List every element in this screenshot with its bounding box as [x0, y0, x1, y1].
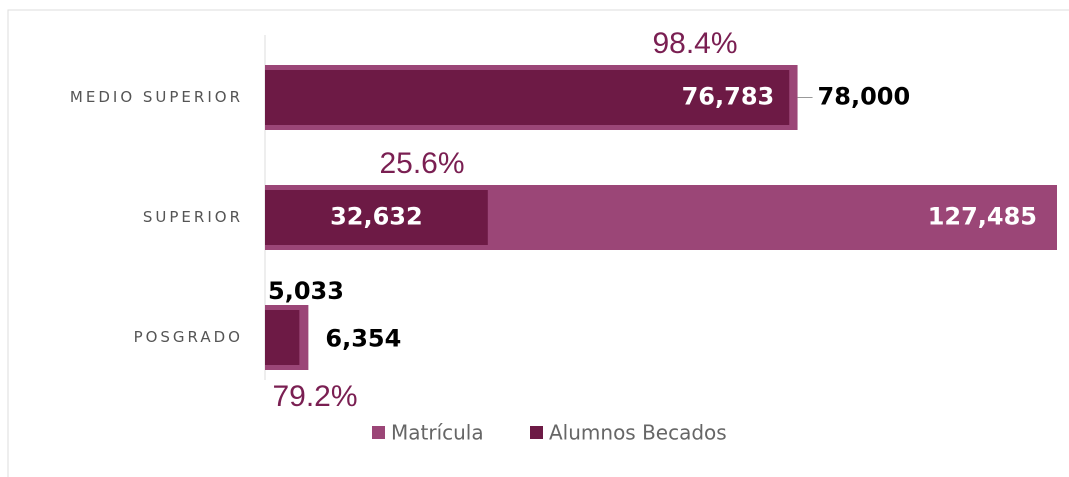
category-label: MEDIO SUPERIOR	[70, 88, 243, 106]
annotation: 79.2%	[272, 380, 357, 413]
value-label: 6,354	[325, 325, 401, 353]
bars	[265, 65, 1057, 370]
category-label: POSGRADO	[134, 328, 243, 346]
value-label: 32,632	[330, 203, 423, 231]
value-label: 78,000	[818, 83, 911, 111]
value-label: 127,485	[928, 203, 1037, 231]
frame	[7, 9, 1069, 477]
value-label: 76,783	[682, 83, 775, 111]
bar	[265, 70, 790, 125]
value-label: 5,033	[268, 277, 344, 305]
legend-label: Matrícula	[391, 421, 484, 445]
legend-swatch	[372, 426, 385, 439]
annotation: 98.4%	[652, 27, 737, 60]
bar	[265, 310, 300, 365]
bar	[265, 190, 488, 245]
annotation: 25.6%	[379, 147, 464, 180]
legend-swatch	[530, 426, 543, 439]
legend-label: Alumnos Becados	[549, 421, 727, 445]
category-label: SUPERIOR	[143, 208, 243, 226]
